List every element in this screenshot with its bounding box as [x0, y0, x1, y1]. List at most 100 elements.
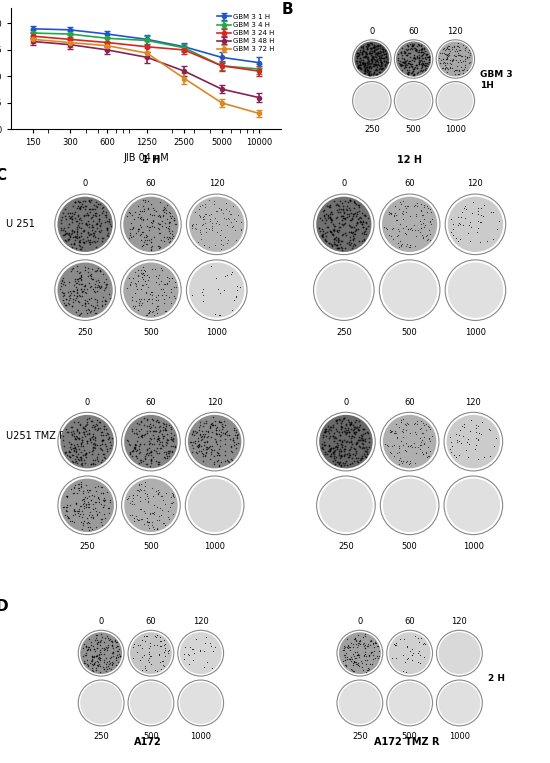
Point [73, 487, 82, 499]
Point [72, 433, 80, 446]
Point [145, 523, 154, 535]
Point [329, 220, 338, 232]
Point [217, 423, 226, 435]
Point [147, 446, 156, 458]
Point [379, 55, 388, 67]
Point [65, 285, 74, 297]
Point [334, 449, 343, 461]
Point [227, 440, 236, 452]
Point [90, 496, 99, 508]
Point [146, 457, 155, 469]
Point [342, 653, 351, 665]
Point [453, 67, 462, 79]
Point [74, 505, 83, 517]
Point [116, 650, 124, 662]
Point [416, 65, 425, 77]
Point [461, 200, 470, 212]
Point [160, 418, 168, 430]
Point [222, 269, 231, 282]
Point [131, 227, 140, 239]
Point [337, 210, 346, 222]
Point [129, 272, 138, 284]
Point [334, 456, 343, 468]
Point [372, 63, 381, 75]
Point [140, 412, 149, 424]
Point [70, 195, 79, 208]
Point [353, 217, 361, 229]
Point [139, 269, 148, 281]
Point [353, 420, 361, 433]
Point [153, 501, 162, 513]
Point [403, 49, 411, 61]
Point [86, 639, 95, 652]
Point [359, 448, 368, 460]
Point [321, 211, 329, 224]
Point [91, 481, 100, 494]
Point [410, 68, 419, 80]
Point [112, 636, 120, 649]
Point [328, 229, 337, 241]
Point [76, 278, 85, 291]
Point [165, 224, 174, 236]
Point [365, 649, 374, 662]
Point [216, 416, 225, 428]
Point [155, 227, 163, 240]
Point [336, 423, 345, 435]
Point [365, 66, 373, 78]
Point [334, 439, 343, 451]
Point [346, 432, 355, 444]
Point [156, 420, 164, 432]
Point [87, 658, 96, 671]
Point [164, 505, 173, 517]
Point [372, 58, 381, 70]
Point [148, 414, 157, 427]
Point [418, 61, 427, 73]
Point [92, 665, 101, 677]
Point [94, 660, 103, 672]
Point [134, 304, 142, 317]
Point [360, 66, 368, 79]
Point [170, 282, 179, 294]
Point [369, 52, 378, 64]
Point [89, 442, 97, 454]
Point [334, 203, 343, 215]
Point [165, 419, 174, 431]
Point [376, 52, 385, 64]
Point [408, 39, 416, 51]
Point [136, 295, 145, 307]
Point [461, 41, 470, 53]
Point [212, 423, 221, 436]
Point [156, 425, 164, 437]
Point [357, 655, 366, 667]
Point [408, 40, 417, 53]
Point [408, 38, 416, 50]
Point [400, 655, 409, 668]
Point [145, 438, 153, 450]
Point [98, 434, 107, 446]
Point [329, 452, 338, 464]
Point [382, 50, 390, 63]
Point [129, 446, 138, 458]
Point [344, 642, 353, 655]
Point [476, 216, 485, 228]
Point [60, 278, 69, 291]
Point [376, 53, 385, 66]
Point [413, 647, 422, 659]
Point [399, 214, 408, 226]
Point [65, 233, 74, 245]
Circle shape [382, 197, 437, 252]
Point [87, 510, 96, 523]
Point [212, 428, 221, 440]
Point [99, 448, 108, 460]
Point [76, 202, 85, 214]
Point [145, 272, 154, 284]
Point [341, 652, 350, 664]
Point [471, 443, 480, 455]
Point [75, 433, 84, 445]
Point [60, 446, 69, 459]
Point [325, 208, 334, 220]
Point [70, 517, 79, 529]
Point [410, 219, 419, 231]
Point [187, 643, 196, 655]
Point [143, 238, 152, 250]
